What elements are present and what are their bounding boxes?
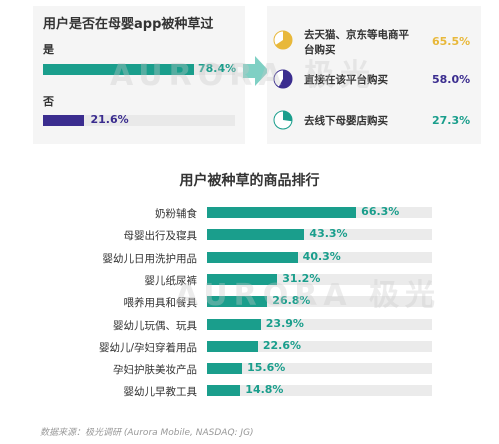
bar-value-label: 43.3% xyxy=(309,227,348,241)
bar-label: 婴幼儿日用洗护用品 xyxy=(102,252,198,265)
bar-label: 奶粉辅食 xyxy=(155,208,197,220)
bar xyxy=(207,363,243,375)
arrow-right-icon xyxy=(243,56,269,86)
purchase-channel-panel xyxy=(267,6,481,144)
pie-icon-teal xyxy=(273,110,293,130)
bar-value-label: 15.6% xyxy=(247,361,286,375)
channel-offline-value: 27.3% xyxy=(432,114,471,127)
bar xyxy=(207,385,241,397)
bar-track xyxy=(207,318,432,330)
bar-track xyxy=(207,251,432,263)
bar xyxy=(207,273,278,285)
channel-ecommerce-line1: 去天猫、京东等电商平 xyxy=(304,29,409,41)
channel-inapp-value: 58.0% xyxy=(432,73,471,86)
bar-track xyxy=(207,273,432,285)
question-title: 用户是否在母婴app被种草过 xyxy=(43,17,214,32)
channel-ecommerce-value: 65.5% xyxy=(432,35,471,48)
bar-track xyxy=(207,229,432,241)
bar-label: 母婴出行及寝具 xyxy=(123,230,198,243)
channel-offline-text: 去线下母婴店购买 xyxy=(304,115,388,127)
no-track xyxy=(43,115,235,126)
bar-label: 婴幼儿玩偶、玩具 xyxy=(113,319,197,332)
bar xyxy=(207,229,305,241)
bar-value-label: 66.3% xyxy=(361,205,400,218)
watermark-top: AURORA 极光 xyxy=(110,58,377,93)
bar xyxy=(207,207,357,218)
bar-label: 婴幼儿早教工具 xyxy=(123,386,198,399)
bar-label: 婴儿纸尿裤 xyxy=(144,274,198,287)
pie-icon-purple xyxy=(273,69,293,89)
yes-label: 是 xyxy=(43,43,54,56)
chart-title: 用户被种草的商品排行 xyxy=(179,173,320,189)
yes-bar xyxy=(43,64,194,75)
bar-track xyxy=(207,296,432,308)
channel-ecommerce-line2: 台购买 xyxy=(304,44,336,56)
bar-value-label: 26.8% xyxy=(272,294,311,308)
no-bar xyxy=(43,115,85,126)
bar xyxy=(207,296,268,308)
bar xyxy=(207,251,298,263)
bar-value-label: 23.9% xyxy=(265,316,304,330)
bar-label: 喂养用具和餐具 xyxy=(123,297,198,310)
bar-track xyxy=(207,385,432,397)
source-note: 数据来源：极光调研 (Aurora Mobile, NASDAQ: JG) xyxy=(40,428,254,438)
bar xyxy=(207,340,258,352)
bar-track xyxy=(207,340,432,352)
bar-value-label: 40.3% xyxy=(302,249,341,263)
bar-track xyxy=(207,363,432,375)
no-label: 否 xyxy=(43,95,54,108)
bar-value-label: 31.2% xyxy=(282,271,321,285)
bar xyxy=(207,318,261,330)
bar-value-label: 14.8% xyxy=(245,383,284,397)
bar-label: 婴幼儿/孕妇穿着用品 xyxy=(98,341,197,354)
bar-value-label: 22.6% xyxy=(262,338,302,352)
bar-label: 孕妇护肤美妆产品 xyxy=(113,364,197,377)
yes-value: 78.4% xyxy=(198,62,237,75)
pie-icon-yellow xyxy=(273,30,293,50)
channel-inapp-text: 直接在该平台购买 xyxy=(304,74,388,86)
watermark-bottom: AURORA 极光 xyxy=(175,278,442,313)
no-value: 21.6% xyxy=(90,113,129,126)
